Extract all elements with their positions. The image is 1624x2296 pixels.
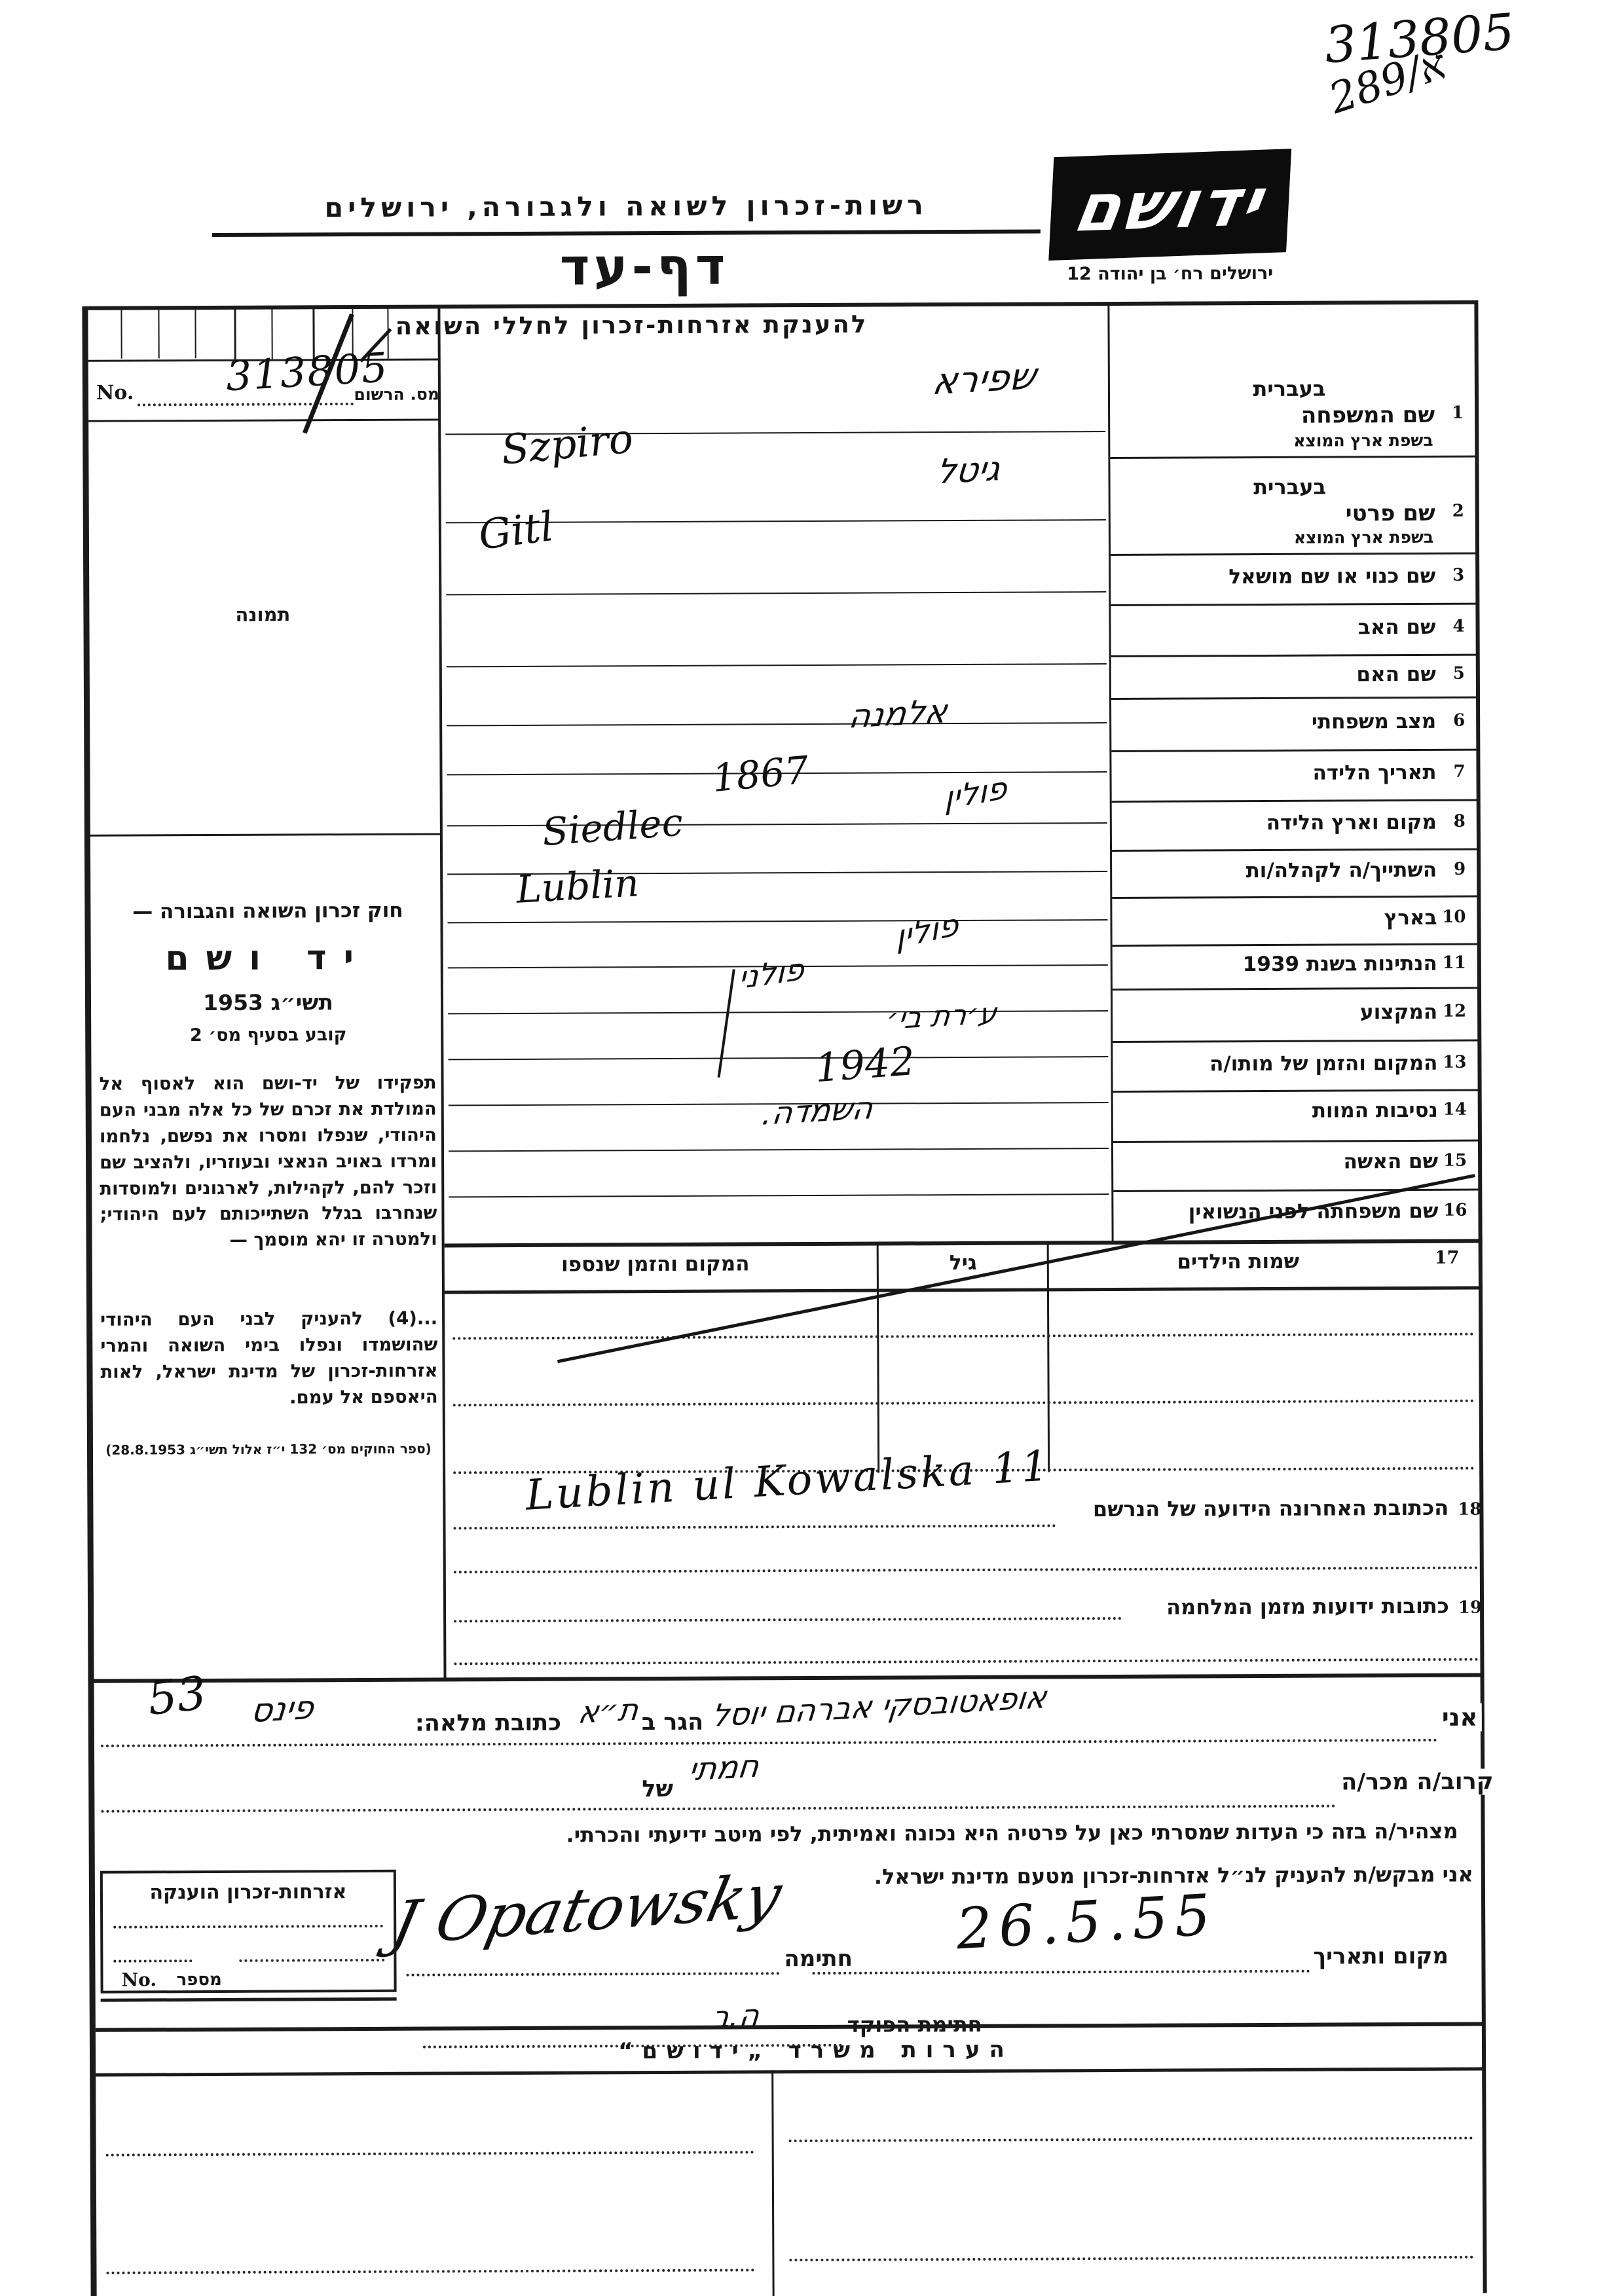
registry-slash-stroke [302, 313, 354, 434]
handwriting-flourish-stroke [717, 969, 735, 1078]
registry-short-stroke [359, 328, 392, 363]
diagonal-strike-line [557, 1174, 1475, 1364]
